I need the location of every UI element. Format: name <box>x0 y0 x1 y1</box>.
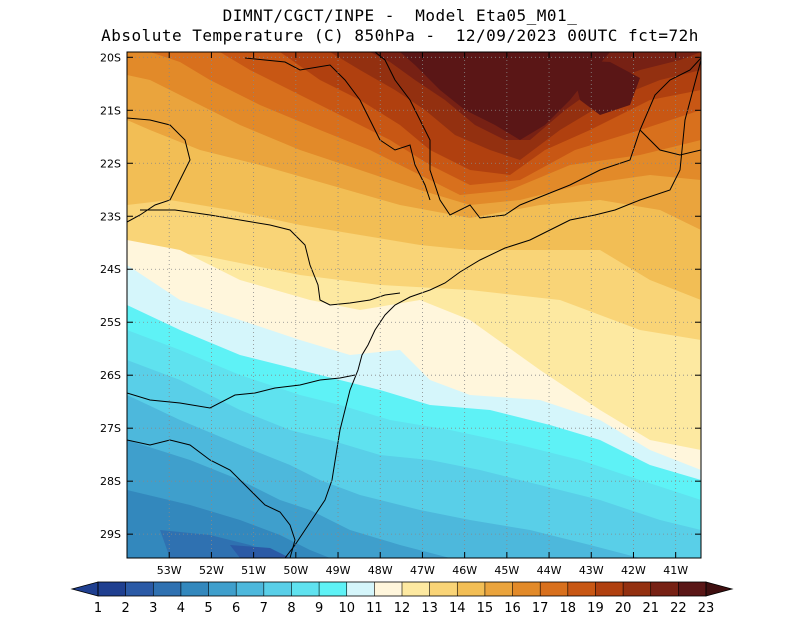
colorbar-swatch <box>319 582 348 596</box>
colorbar-label: 20 <box>615 601 632 616</box>
lon-axis: 53W 52W 51W 50W 49W 48W 47W 46W 45W 44W 43W 42W 41W <box>157 52 688 577</box>
colorbar-label: 9 <box>315 601 323 616</box>
lon-tick-label: 49W <box>326 564 351 577</box>
colorbar-swatch <box>236 582 265 596</box>
colorbar-swatch <box>650 582 679 596</box>
map-frame <box>126 51 702 559</box>
lon-tick-label: 48W <box>368 564 393 577</box>
colorbar-arrow-low <box>70 581 99 597</box>
lon-tick-label: 46W <box>452 564 477 577</box>
colorbar-label: 6 <box>232 601 240 616</box>
colorbar: 1 2 3 4 5 6 7 8 9 10 11 12 13 14 15 16 17 18 19 20 21 22 23 <box>70 581 734 616</box>
title-line-2: Absolute Temperature (C) 850hPa - 12/09/… <box>101 26 699 45</box>
lat-tick-label: 20S <box>100 51 121 64</box>
colorbar-swatch <box>125 582 154 596</box>
lon-tick-label: 50W <box>283 564 308 577</box>
colorbar-swatch <box>595 582 624 596</box>
title-line-1: DIMNT/CGCT/INPE - Model Eta05_M01_ <box>222 6 578 25</box>
lat-tick-label: 27S <box>100 422 121 435</box>
colorbar-label: 13 <box>421 601 438 616</box>
colorbar-swatch <box>429 582 458 596</box>
lat-tick-label: 28S <box>100 475 121 488</box>
colorbar-swatch <box>153 582 182 596</box>
lat-tick-label: 25S <box>100 316 121 329</box>
colorbar-swatch <box>512 582 541 596</box>
lon-tick-label: 43W <box>579 564 604 577</box>
lon-tick-label: 45W <box>494 564 519 577</box>
colorbar-swatch <box>457 582 486 596</box>
colorbar-label: 1 <box>94 601 102 616</box>
colorbar-label: 22 <box>670 601 687 616</box>
lon-tick-label: 41W <box>663 564 688 577</box>
colorbar-label: 7 <box>260 601 268 616</box>
colorbar-label: 15 <box>477 601 494 616</box>
colorbar-label: 23 <box>698 601 715 616</box>
lon-tick-label: 51W <box>241 564 266 577</box>
colorbar-swatch <box>678 582 707 596</box>
colorbar-label: 21 <box>642 601 659 616</box>
colorbar-swatch <box>402 582 431 596</box>
colorbar-label: 17 <box>532 601 549 616</box>
colorbar-label: 2 <box>121 601 129 616</box>
colorbar-label: 12 <box>394 601 411 616</box>
colorbar-label: 3 <box>149 601 157 616</box>
temperature-field <box>127 52 701 558</box>
colorbar-swatch <box>291 582 320 596</box>
colorbar-swatch <box>540 582 569 596</box>
colorbar-label: 19 <box>587 601 604 616</box>
lon-tick-label: 44W <box>537 564 562 577</box>
lon-tick-label: 53W <box>157 564 182 577</box>
colorbar-arrow-high <box>705 581 734 597</box>
colorbar-label: 16 <box>504 601 521 616</box>
colorbar-swatch <box>374 582 403 596</box>
lat-tick-label: 24S <box>100 263 121 276</box>
colorbar-swatch <box>208 582 237 596</box>
grid-lines <box>127 52 701 558</box>
colorbar-label: 18 <box>560 601 577 616</box>
lon-tick-label: 47W <box>410 564 435 577</box>
colorbar-swatch <box>484 582 514 596</box>
colorbar-swatch <box>346 582 375 596</box>
colorbar-swatch <box>98 582 127 596</box>
colorbar-swatch <box>180 582 210 596</box>
lat-axis: 20S 21S 22S 23S 24S 25S 26S 27S 28S 29S <box>100 51 701 541</box>
colorbar-label: 11 <box>366 601 383 616</box>
lat-tick-label: 26S <box>100 369 121 382</box>
colorbar-swatch <box>263 582 292 596</box>
colorbar-label: 8 <box>287 601 295 616</box>
lat-tick-label: 23S <box>100 210 121 223</box>
lat-tick-label: 21S <box>100 104 121 117</box>
lon-tick-label: 52W <box>199 564 224 577</box>
colorbar-swatch <box>567 582 596 596</box>
colorbar-swatch <box>623 582 652 596</box>
lat-tick-label: 22S <box>100 157 121 170</box>
lat-tick-label: 29S <box>100 528 121 541</box>
lon-tick-label: 42W <box>621 564 646 577</box>
colorbar-label: 10 <box>338 601 355 616</box>
colorbar-label: 14 <box>449 601 466 616</box>
colorbar-label: 5 <box>204 601 212 616</box>
colorbar-label: 4 <box>177 601 185 616</box>
